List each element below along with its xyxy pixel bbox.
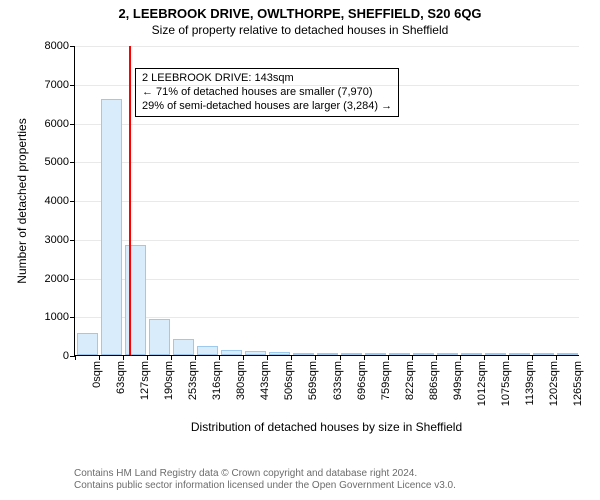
histogram-bar	[221, 350, 242, 355]
histogram-bar	[317, 353, 338, 355]
y-tick-label: 4000	[45, 195, 75, 207]
x-tick-label: 506sqm	[283, 361, 295, 400]
histogram-bar	[77, 333, 98, 355]
y-tick-label: 5000	[45, 156, 75, 168]
histogram-bar	[245, 351, 266, 355]
histogram-bar	[197, 346, 218, 355]
annotation-line: 2 LEEBROOK DRIVE: 143sqm	[142, 72, 392, 86]
credit-line-2: Contains public sector information licen…	[74, 480, 456, 492]
histogram-bar	[413, 353, 434, 355]
x-tick-mark	[75, 355, 76, 360]
histogram-bar	[149, 319, 170, 355]
histogram-bar	[485, 353, 506, 355]
histogram-bar	[437, 353, 458, 355]
histogram-bar	[293, 353, 314, 355]
credit-text: Contains HM Land Registry data © Crown c…	[74, 468, 456, 492]
chart-title-sub: Size of property relative to detached ho…	[0, 21, 600, 37]
annotation-box: 2 LEEBROOK DRIVE: 143sqm← 71% of detache…	[135, 68, 399, 117]
x-tick-label: 1265sqm	[572, 361, 584, 406]
annotation-line: 29% of semi-detached houses are larger (…	[142, 100, 392, 114]
plot-area: 0100020003000400050006000700080000sqm63s…	[74, 46, 579, 356]
x-tick-mark	[340, 355, 341, 360]
annotation-line: ← 71% of detached houses are smaller (7,…	[142, 86, 392, 100]
x-tick-mark	[315, 355, 316, 360]
histogram-bar	[173, 339, 194, 355]
x-tick-label: 127sqm	[139, 361, 151, 400]
x-tick-mark	[436, 355, 437, 360]
x-tick-mark	[460, 355, 461, 360]
histogram-bar	[557, 353, 578, 355]
x-tick-label: 822sqm	[404, 361, 416, 400]
gridline	[75, 46, 579, 47]
histogram-bar	[125, 245, 146, 355]
x-tick-mark	[267, 355, 268, 360]
histogram-bar	[101, 99, 122, 355]
x-tick-label: 1202sqm	[548, 361, 560, 406]
x-tick-label: 190sqm	[163, 361, 175, 400]
y-tick-label: 2000	[45, 273, 75, 285]
y-tick-label: 8000	[45, 40, 75, 52]
x-tick-mark	[195, 355, 196, 360]
x-tick-mark	[508, 355, 509, 360]
x-tick-label: 886sqm	[428, 361, 440, 400]
y-tick-label: 3000	[45, 234, 75, 246]
gridline	[75, 279, 579, 280]
property-marker-line	[129, 46, 131, 355]
x-tick-label: 1139sqm	[524, 361, 536, 405]
x-tick-mark	[171, 355, 172, 360]
histogram-bar	[269, 352, 290, 355]
x-tick-mark	[388, 355, 389, 360]
x-tick-label: 949sqm	[452, 361, 464, 400]
x-tick-label: 316sqm	[211, 361, 223, 400]
x-tick-mark	[123, 355, 124, 360]
histogram-bar	[341, 353, 362, 355]
x-tick-mark	[412, 355, 413, 360]
x-tick-mark	[484, 355, 485, 360]
y-tick-label: 0	[63, 350, 75, 362]
histogram-bar	[533, 353, 554, 355]
x-tick-label: 633sqm	[332, 361, 344, 400]
x-tick-label: 569sqm	[307, 361, 319, 400]
chart-container: { "title_main": "2, LEEBROOK DRIVE, OWLT…	[0, 0, 600, 500]
histogram-bar	[509, 353, 530, 355]
x-tick-label: 380sqm	[235, 361, 247, 400]
x-tick-label: 63sqm	[115, 361, 127, 394]
x-tick-label: 759sqm	[380, 361, 392, 400]
x-tick-label: 0sqm	[91, 361, 103, 388]
x-tick-mark	[291, 355, 292, 360]
x-tick-mark	[532, 355, 533, 360]
x-tick-label: 443sqm	[259, 361, 271, 400]
x-tick-mark	[219, 355, 220, 360]
credit-line-1: Contains HM Land Registry data © Crown c…	[74, 468, 456, 480]
x-tick-mark	[364, 355, 365, 360]
chart-title-main: 2, LEEBROOK DRIVE, OWLTHORPE, SHEFFIELD,…	[0, 0, 600, 21]
y-tick-label: 1000	[45, 311, 75, 323]
gridline	[75, 201, 579, 202]
x-tick-mark	[243, 355, 244, 360]
gridline	[75, 124, 579, 125]
histogram-bar	[389, 353, 410, 355]
x-tick-label: 253sqm	[187, 361, 199, 400]
histogram-bar	[461, 353, 482, 355]
y-tick-label: 7000	[45, 79, 75, 91]
gridline	[75, 162, 579, 163]
x-tick-label: 696sqm	[356, 361, 368, 400]
y-tick-label: 6000	[45, 118, 75, 130]
x-tick-label: 1075sqm	[500, 361, 512, 406]
gridline	[75, 240, 579, 241]
x-tick-mark	[99, 355, 100, 360]
x-axis-label: Distribution of detached houses by size …	[191, 420, 462, 434]
x-tick-mark	[556, 355, 557, 360]
x-tick-mark	[147, 355, 148, 360]
x-tick-label: 1012sqm	[476, 361, 488, 406]
y-axis-label: Number of detached properties	[15, 118, 29, 283]
histogram-bar	[365, 353, 386, 355]
